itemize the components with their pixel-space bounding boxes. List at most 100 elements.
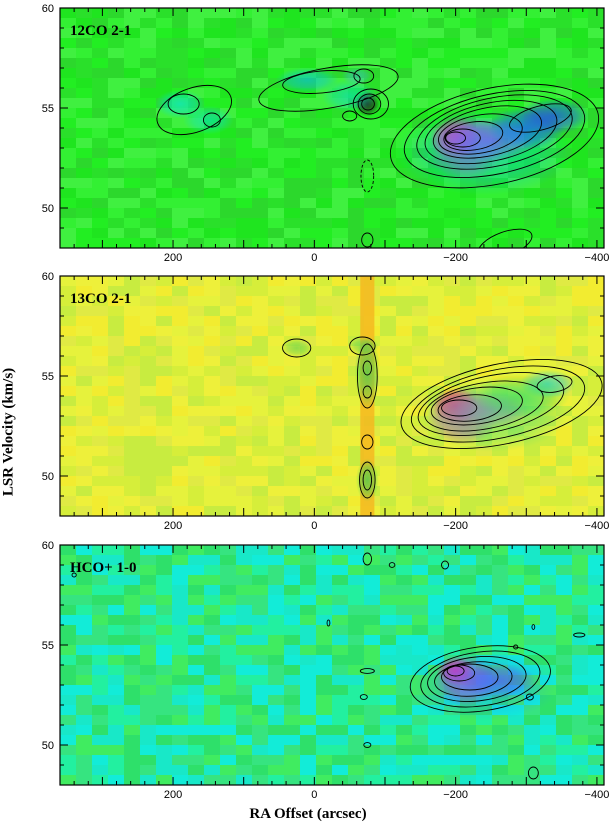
noise-cell [60,765,77,776]
noise-cell [204,585,221,596]
noise-cell [364,18,381,29]
noise-cell [60,655,77,666]
x-tick-label: −400 [585,520,610,532]
noise-cell [476,476,493,487]
noise-cell [412,346,429,357]
noise-cell [108,565,125,576]
noise-cell [284,228,301,239]
noise-cell [556,296,573,307]
noise-cell [60,645,77,656]
noise-cell [92,316,109,327]
noise-cell [492,615,509,626]
noise-cell [508,725,525,736]
noise-cell [76,118,93,129]
noise-cell [460,555,477,566]
noise-cell [508,58,525,69]
noise-cell [348,8,365,19]
noise-cell [220,605,237,616]
noise-cell [140,8,157,19]
noise-cell [476,228,493,239]
noise-cell [364,625,381,636]
noise-cell [140,386,157,397]
noise-cell [460,486,477,497]
noise-cell [300,775,317,785]
noise-cell [300,456,317,467]
noise-cell [140,158,157,169]
noise-cell [428,735,445,746]
noise-cell [124,228,141,239]
noise-cell [60,685,77,696]
noise-cell [188,396,205,407]
noise-cell [348,735,365,746]
noise-cell [124,48,141,59]
noise-cell [108,386,125,397]
noise-cell [348,665,365,676]
noise-cell [300,208,317,219]
noise-cell [188,775,205,785]
noise-cell [220,715,237,726]
noise-cell [108,148,125,159]
noise-cell [300,715,317,726]
noise-cell [76,466,93,477]
noise-cell [92,78,109,89]
noise-cell [556,68,573,79]
noise-cell [156,286,173,297]
noise-cell [108,725,125,736]
noise-cell [220,366,237,377]
noise-cell [300,416,317,427]
noise-cell [204,545,221,556]
noise-cell [572,665,589,676]
noise-cell [540,28,557,39]
noise-cell [412,238,429,248]
noise-cell [172,118,189,129]
noise-cell [300,595,317,606]
noise-cell [156,406,173,417]
noise-cell [332,178,349,189]
noise-cell [188,68,205,79]
noise-cell [492,605,509,616]
noise-cell [92,715,109,726]
noise-cell [156,188,173,199]
noise-cell [492,88,509,99]
contour-line [531,624,536,630]
noise-cell [92,765,109,776]
noise-cell [380,336,397,347]
noise-cell [252,296,269,307]
noise-cell [348,625,365,636]
noise-cell [300,635,317,646]
noise-cell [412,506,429,516]
noise-cell [172,456,189,467]
noise-cell [236,48,253,59]
noise-cell [76,238,93,248]
noise-cell [220,218,237,229]
noise-cell [524,715,541,726]
noise-cell [364,655,381,666]
noise-cell [348,755,365,766]
contour-line [363,742,372,748]
noise-cell [476,48,493,59]
noise-cell [316,8,333,19]
noise-cell [124,436,141,447]
noise-cell [236,198,253,209]
noise-cell [588,276,604,287]
noise-cell [412,48,429,59]
noise-cell [204,775,221,785]
noise-cell [572,655,589,666]
noise-cell [60,78,77,89]
noise-cell [156,158,173,169]
noise-cell [204,755,221,766]
noise-cell [140,705,157,716]
noise-cell [364,138,381,149]
noise-cell [412,585,429,596]
noise-cell [588,316,604,327]
noise-cell [204,38,221,49]
noise-cell [396,276,413,287]
noise-cell [108,735,125,746]
noise-cell [572,18,589,29]
noise-cell [124,685,141,696]
noise-cell [540,605,557,616]
noise-cell [124,118,141,129]
noise-cell [380,565,397,576]
noise-cell [588,38,604,49]
noise-cell [284,188,301,199]
